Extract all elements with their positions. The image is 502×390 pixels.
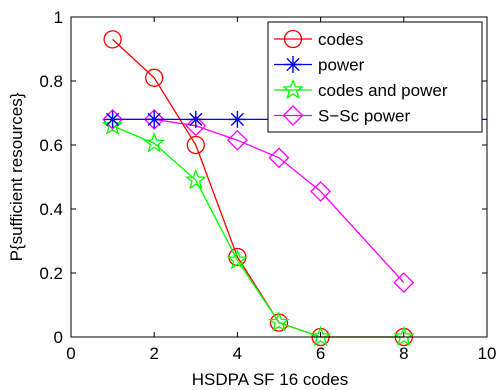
x-axis-label: HSDPA SF 16 codes: [192, 370, 349, 389]
series-line: [112, 118, 405, 284]
y-tick-label: 0.8: [39, 72, 63, 91]
data-point: [101, 114, 124, 135]
data-point: [226, 129, 248, 151]
data-point: [393, 272, 415, 294]
data-point: [228, 110, 246, 128]
data-point: [185, 115, 207, 137]
legend-label: codes and power: [318, 81, 448, 100]
legend-box: [267, 21, 483, 133]
data-point: [143, 132, 166, 153]
y-tick-label: 0.2: [39, 264, 63, 283]
data-point: [184, 168, 207, 190]
legend-label: power: [318, 56, 365, 75]
data-point: [310, 180, 332, 202]
plot-area-frame: [70, 16, 488, 338]
x-tick-label: 6: [316, 344, 325, 363]
data-point: [226, 248, 249, 270]
legend-entry: power: [274, 56, 365, 75]
data-point: [268, 311, 290, 332]
data-point: [145, 110, 163, 128]
legend-entry: codes: [274, 29, 363, 49]
y-tick-label: 0.4: [39, 200, 63, 219]
series-line: [112, 125, 404, 338]
data-point: [282, 105, 304, 126]
data-point: [187, 110, 205, 128]
x-tick-label: 0: [66, 344, 75, 363]
y-tick-label: 1: [54, 8, 63, 27]
series-3: [102, 108, 415, 294]
legend-label: codes: [318, 30, 363, 49]
y-tick-label: 0.6: [39, 136, 63, 155]
data-point: [186, 135, 205, 155]
data-point: [104, 110, 122, 128]
data-point: [102, 108, 124, 130]
data-point: [268, 147, 290, 169]
x-tick-label: 4: [233, 344, 242, 363]
y-axis-label: P{sufficient resources}: [7, 92, 26, 261]
y-tick-label: 0: [54, 328, 63, 347]
x-tick-label: 2: [149, 344, 158, 363]
legend-label: S−Sc power: [318, 107, 410, 126]
data-point: [282, 78, 304, 100]
legend-entry: S−Sc power: [274, 105, 410, 126]
data-point: [283, 29, 303, 49]
data-point: [284, 56, 302, 73]
x-tick-label: 8: [399, 344, 408, 363]
data-point: [103, 30, 122, 49]
data-point: [145, 68, 164, 87]
series-2: [101, 114, 415, 347]
ticks-layer: 0 2 4 6 8 10 0 0.2 0.4 0.6 0.8 1: [39, 8, 496, 363]
legend: codes power codes and power S−Sc power: [267, 21, 483, 133]
data-point: [309, 325, 332, 347]
legend-entry: codes and power: [274, 78, 448, 100]
data-point: [392, 325, 415, 347]
data-point: [143, 108, 165, 130]
x-tick-label: 10: [478, 344, 497, 363]
